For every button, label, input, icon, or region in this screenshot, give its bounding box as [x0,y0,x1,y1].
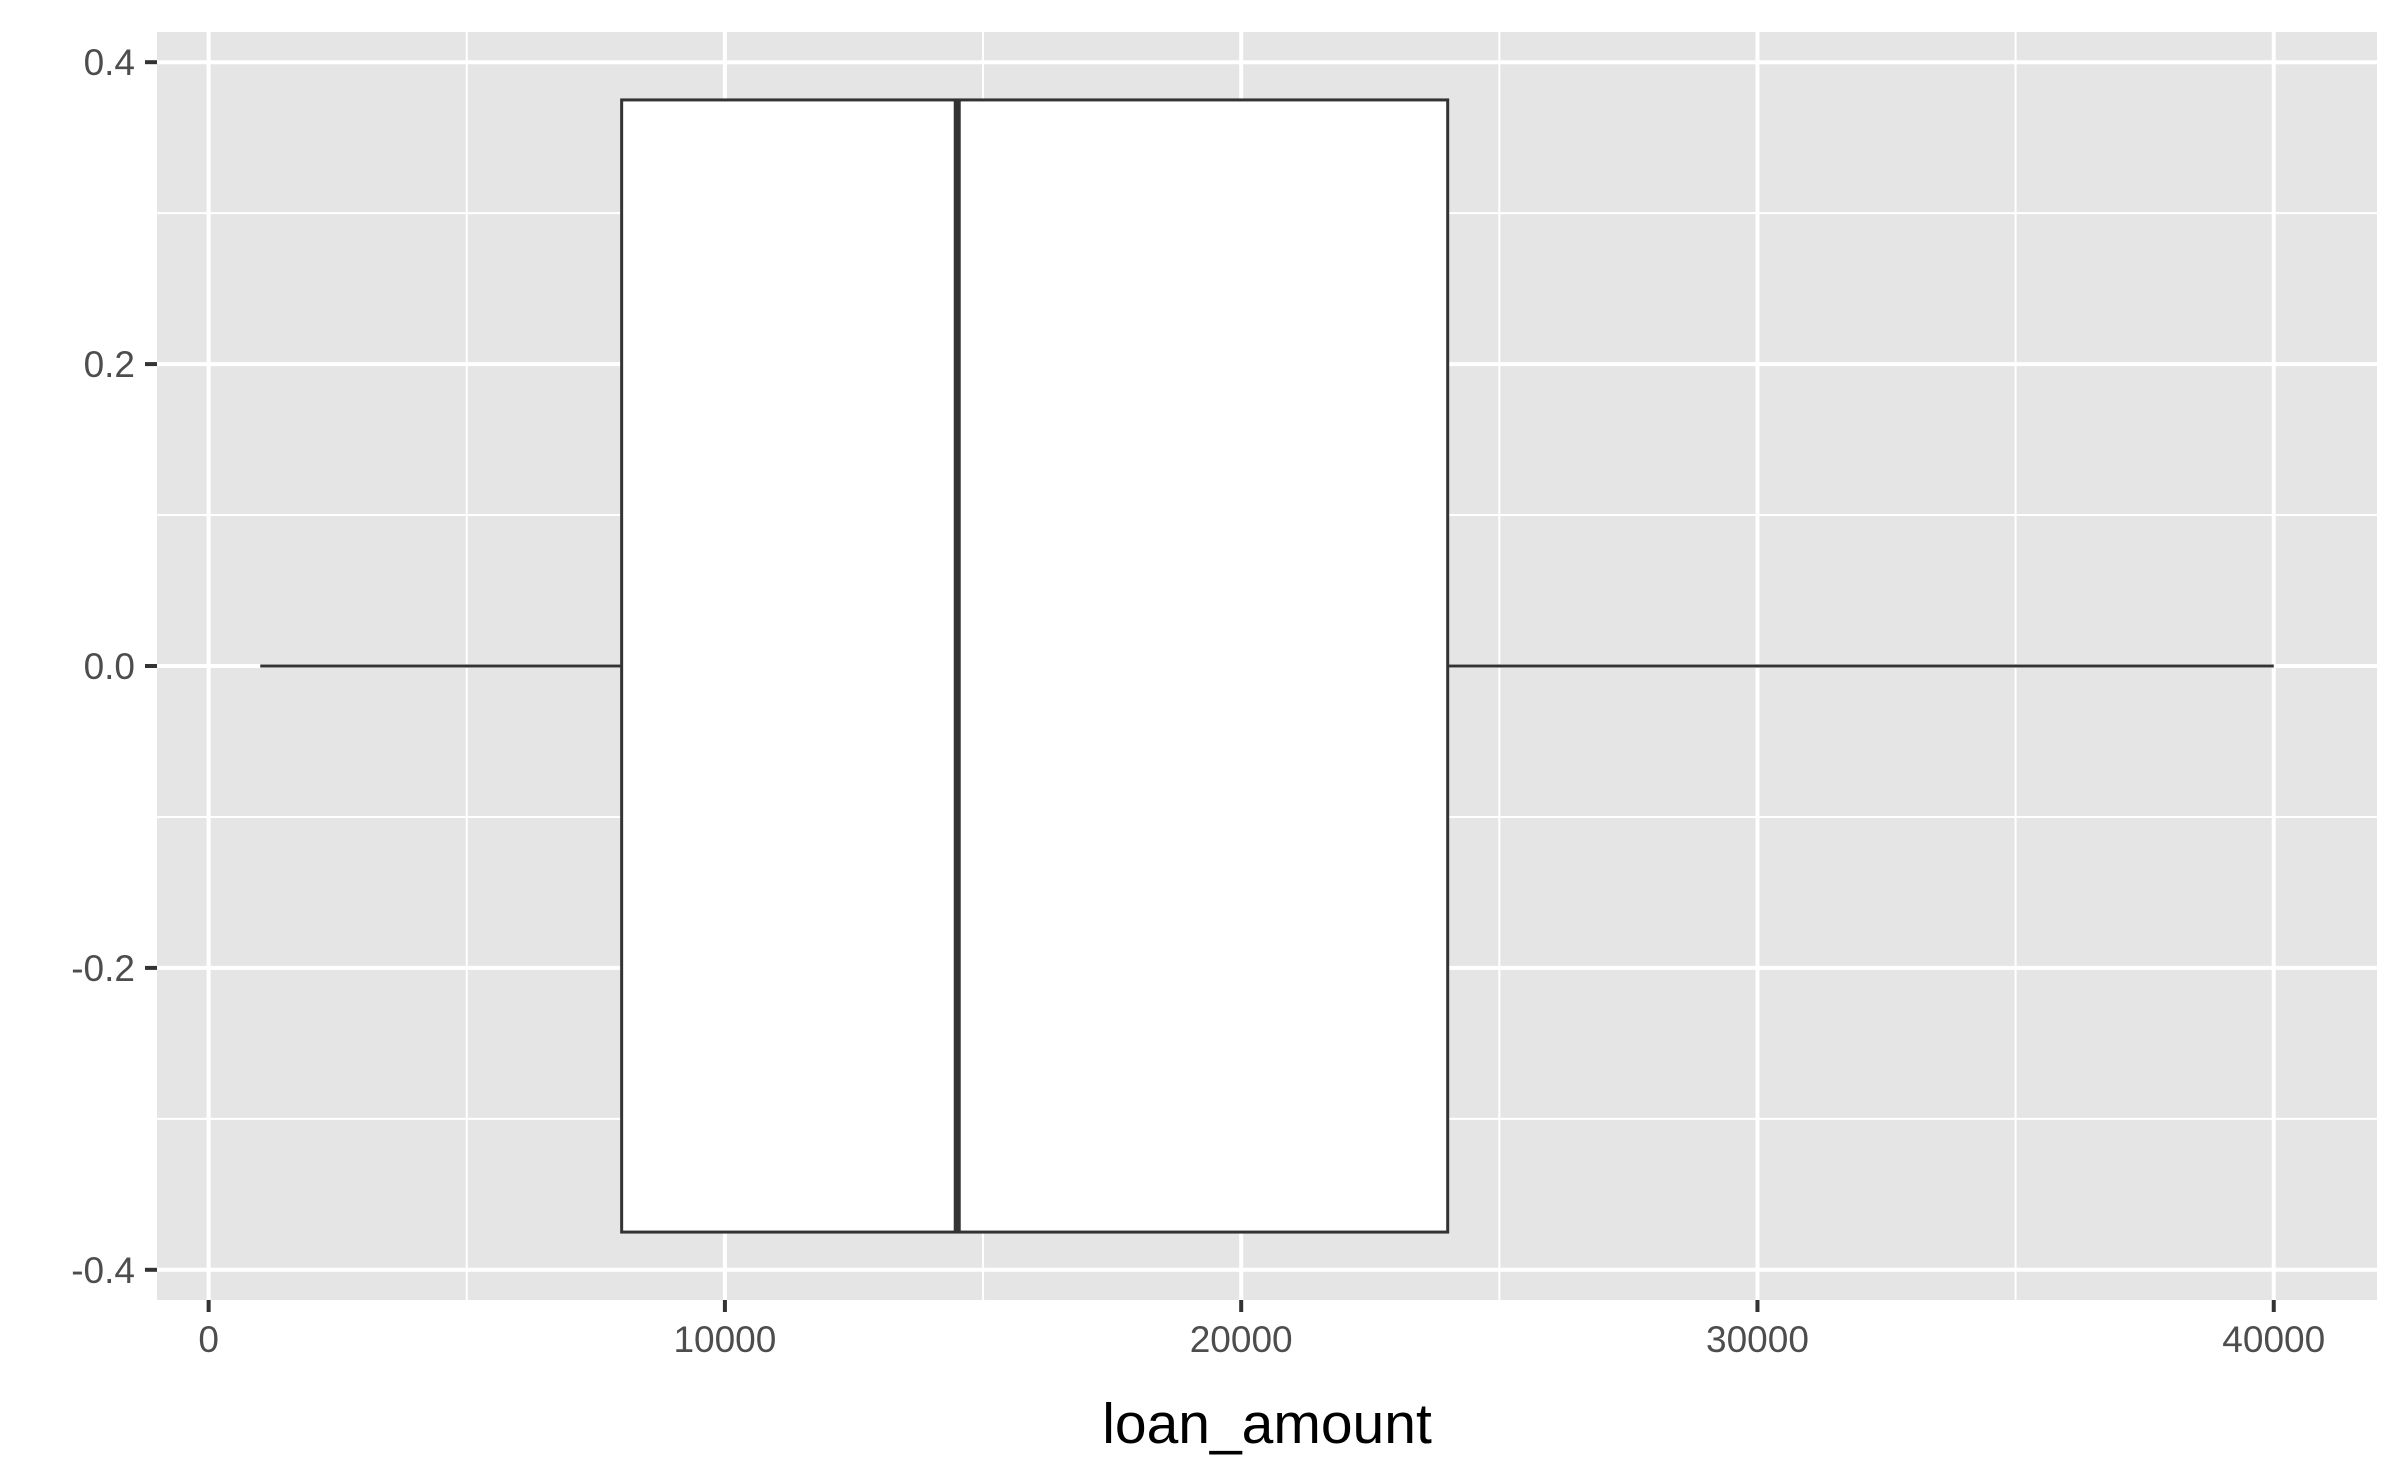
y-tick-label: -0.2 [71,948,135,989]
x-tick-label: 30000 [1706,1319,1809,1360]
interquartile-box [620,98,1450,1234]
y-axis: -0.4 -0.2 0.0 0.2 0.4 [71,42,157,1291]
y-tick-label: 0.4 [84,42,135,83]
x-axis: 0 10000 20000 30000 40000 [198,1300,2325,1360]
x-tick-label: 40000 [2222,1319,2325,1360]
y-tick-label: 0.0 [84,646,135,687]
y-tick-label: 0.2 [84,344,135,385]
x-tick-label: 20000 [1190,1319,1293,1360]
x-tick-label: 10000 [673,1319,776,1360]
x-tick-label: 0 [198,1319,219,1360]
x-axis-title: loan_amount [1102,1392,1432,1456]
y-tick-label: -0.4 [71,1250,135,1291]
boxplot [260,98,2274,1234]
